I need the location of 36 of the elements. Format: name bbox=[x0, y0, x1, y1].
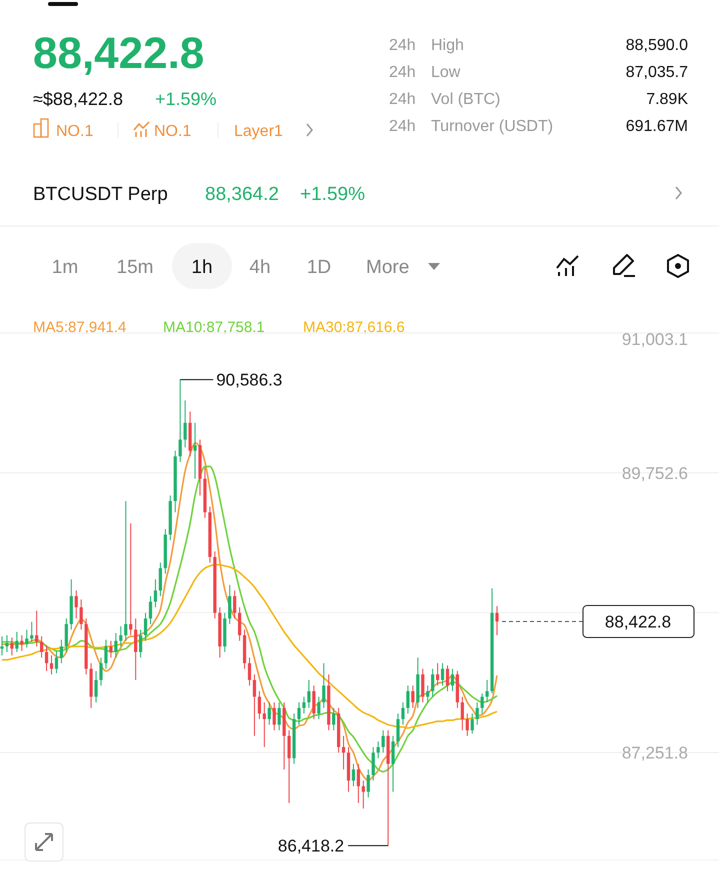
text: MA5:87,941.4 bbox=[33, 319, 126, 336]
text: Low bbox=[431, 64, 461, 81]
text: +1.59% bbox=[155, 89, 217, 109]
text: 4h bbox=[249, 257, 271, 278]
text: 24h bbox=[389, 37, 416, 54]
text: Vol (BTC) bbox=[431, 91, 500, 108]
text: 15m bbox=[116, 257, 154, 278]
text: ≈$88,422.8 bbox=[33, 89, 123, 109]
text: MA30:87,616.6 bbox=[303, 319, 405, 336]
text: 7.89K bbox=[646, 91, 688, 108]
text: MA10:87,758.1 bbox=[163, 319, 265, 336]
text: +1.59% bbox=[300, 184, 366, 205]
text: Turnover (USDT) bbox=[431, 118, 554, 135]
y-tick-label: 87,251.8 bbox=[622, 743, 688, 762]
text: 24h bbox=[389, 118, 416, 135]
text: 24h bbox=[389, 91, 416, 108]
text: Layer1 bbox=[234, 123, 284, 140]
text: 691.67M bbox=[626, 118, 688, 135]
text: 1h bbox=[191, 257, 213, 278]
annotation: 90,586.3 bbox=[216, 370, 282, 390]
annotation: 86,418.2 bbox=[278, 836, 344, 856]
text: 88,590.0 bbox=[626, 37, 688, 54]
text: 87,035.7 bbox=[626, 64, 688, 81]
text: NO.1 bbox=[154, 123, 192, 140]
ref-line-label: 88,422.8 bbox=[604, 612, 672, 632]
y-tick-label: 89,752.6 bbox=[622, 464, 688, 483]
chart-title: 88,422.8 bbox=[33, 29, 204, 78]
text: 24h bbox=[389, 64, 416, 81]
text: 1m bbox=[52, 257, 78, 278]
text: BTCUSDT Perp bbox=[33, 184, 168, 205]
text: More bbox=[366, 257, 410, 278]
text: 1D bbox=[306, 257, 332, 278]
text: NO.1 bbox=[56, 123, 94, 140]
text: 88,364.2 bbox=[205, 184, 279, 205]
y-tick-label: 91,003.1 bbox=[622, 330, 688, 349]
text: High bbox=[431, 37, 464, 54]
